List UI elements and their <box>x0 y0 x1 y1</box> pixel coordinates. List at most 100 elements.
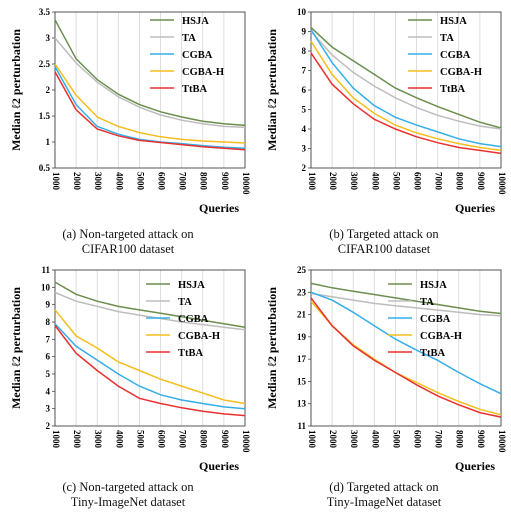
caption-line: Tiny-ImageNet dataset <box>70 495 186 509</box>
x-tick-label: 5000 <box>391 430 401 449</box>
y-tick-label: 7 <box>302 66 307 76</box>
x-tick-label: 4000 <box>370 172 380 191</box>
series-line-hsja <box>310 282 502 315</box>
series-line-hsja <box>54 19 246 127</box>
legend-label-cgba: CGBA <box>440 50 471 61</box>
caption-0: (a) Non-targeted attack on CIFAR100 datas… <box>3 227 253 257</box>
x-tick-label: 4000 <box>370 430 380 449</box>
y-tick-label: 8 <box>302 46 307 56</box>
legend-label-ta: TA <box>440 33 454 44</box>
x-tick-label: 2000 <box>72 172 82 191</box>
caption-line: (b) Targeted attack on <box>329 227 439 241</box>
y-tick-label: 3 <box>302 144 307 154</box>
legend-label-cgba-h: CGBA-H <box>420 331 462 342</box>
series-line-ta <box>54 37 246 129</box>
x-axis-label: Queries <box>455 459 495 473</box>
series-line-cgba <box>310 291 502 395</box>
y-tick-label: 25 <box>297 265 307 275</box>
y-tick-label: 7 <box>46 334 51 344</box>
y-tick-label: 4 <box>302 124 307 134</box>
y-tick-label: 4 <box>46 386 51 396</box>
y-tick-label: 3 <box>46 404 51 414</box>
x-tick-label: 7000 <box>178 430 188 449</box>
chart-panel-0: 0.5 1 1.5 2 2.5 3 3.5 1000 2000 3000 4000 5000 6000 7… <box>9 7 251 215</box>
x-tick-label: 3000 <box>93 430 103 449</box>
x-tick-label: 2000 <box>328 430 338 449</box>
x-tick-label: 2000 <box>72 430 82 449</box>
legend-label-ttba: TtBA <box>440 84 466 95</box>
x-tick-label: 8000 <box>199 172 209 191</box>
x-tick-label: 5000 <box>135 172 145 191</box>
x-tick-label: 6000 <box>412 430 422 449</box>
y-tick-label: 8 <box>46 317 51 327</box>
y-tick-label: 2 <box>46 421 51 431</box>
series-line-ta <box>54 291 246 331</box>
caption-1: (b) Targeted attack on CIFAR100 dataset <box>259 227 509 257</box>
x-tick-label: 3000 <box>349 430 359 449</box>
plot-frame <box>310 11 502 169</box>
x-tick-label: 3000 <box>93 172 103 191</box>
x-tick-label: 6000 <box>156 430 166 449</box>
x-tick-label: 9000 <box>220 172 230 191</box>
x-axis-label: Queries <box>455 201 495 215</box>
series-line-ta <box>310 292 502 317</box>
legend-label-cgba: CGBA <box>178 314 209 325</box>
x-tick-label: 10000 <box>241 172 251 195</box>
y-tick-label: 10 <box>41 282 51 292</box>
y-tick-label: 11 <box>297 421 306 431</box>
y-tick-label: 1 <box>46 137 51 147</box>
x-tick-label: 5000 <box>135 430 145 449</box>
caption-line: (a) Non-targeted attack on <box>62 227 194 241</box>
y-tick-label: 13 <box>297 399 307 409</box>
caption-line: CIFAR100 dataset <box>81 242 175 256</box>
x-tick-label: 1000 <box>51 172 61 191</box>
y-tick-label: 17 <box>297 354 307 364</box>
caption-line: (d) Targeted attack on <box>329 480 439 494</box>
legend-label-cgba-h: CGBA-H <box>182 67 224 78</box>
legend-label-hsja: HSJA <box>440 16 467 27</box>
caption-2: (c) Non-targeted attack on Tiny-ImageNet … <box>3 480 253 510</box>
y-tick-label: 19 <box>297 332 307 342</box>
x-tick-label: 5000 <box>391 172 401 191</box>
legend-label-ttba: TtBA <box>178 348 204 359</box>
x-tick-label: 9000 <box>220 430 230 449</box>
series-line-cgba <box>310 29 502 148</box>
series-line-ttba <box>54 325 246 417</box>
x-tick-label: 10000 <box>497 430 507 453</box>
x-tick-label: 6000 <box>412 172 422 191</box>
legend-label-hsja: HSJA <box>420 280 447 291</box>
x-tick-label: 4000 <box>114 172 124 191</box>
legend-label-cgba-h: CGBA-H <box>178 331 220 342</box>
y-tick-label: 3 <box>46 33 51 43</box>
x-tick-label: 8000 <box>199 430 209 449</box>
caption-line: Tiny-ImageNet dataset <box>326 495 442 509</box>
legend-label-ta: TA <box>178 297 192 308</box>
y-tick-label: 2 <box>46 85 51 95</box>
legend-label-ttba: TtBA <box>420 348 446 359</box>
x-axis-label: Queries <box>199 201 239 215</box>
y-tick-label: 2.5 <box>39 59 51 69</box>
y-tick-label: 15 <box>297 376 307 386</box>
plot-frame <box>310 269 502 427</box>
plot-frame <box>54 269 246 427</box>
series-line-ttba <box>310 52 502 155</box>
y-axis-label: Median ℓ2 perturbation <box>265 287 279 409</box>
y-tick-label: 1.5 <box>39 111 51 121</box>
y-tick-label: 2 <box>302 163 307 173</box>
legend-label-cgba: CGBA <box>420 314 451 325</box>
x-tick-label: 10000 <box>241 430 251 453</box>
legend-label-hsja: HSJA <box>182 16 209 27</box>
x-axis-label: Queries <box>199 459 239 473</box>
y-tick-label: 11 <box>41 265 50 275</box>
x-tick-label: 1000 <box>51 430 61 449</box>
x-tick-label: 8000 <box>455 430 465 449</box>
series-line-cgba-h <box>310 40 502 152</box>
x-tick-label: 1000 <box>307 430 317 449</box>
x-tick-label: 9000 <box>476 430 486 449</box>
x-tick-label: 7000 <box>178 172 188 191</box>
x-tick-label: 2000 <box>328 172 338 191</box>
x-tick-label: 7000 <box>434 430 444 449</box>
legend-label-hsja: HSJA <box>178 280 205 291</box>
legend-label-ttba: TtBA <box>182 84 208 95</box>
